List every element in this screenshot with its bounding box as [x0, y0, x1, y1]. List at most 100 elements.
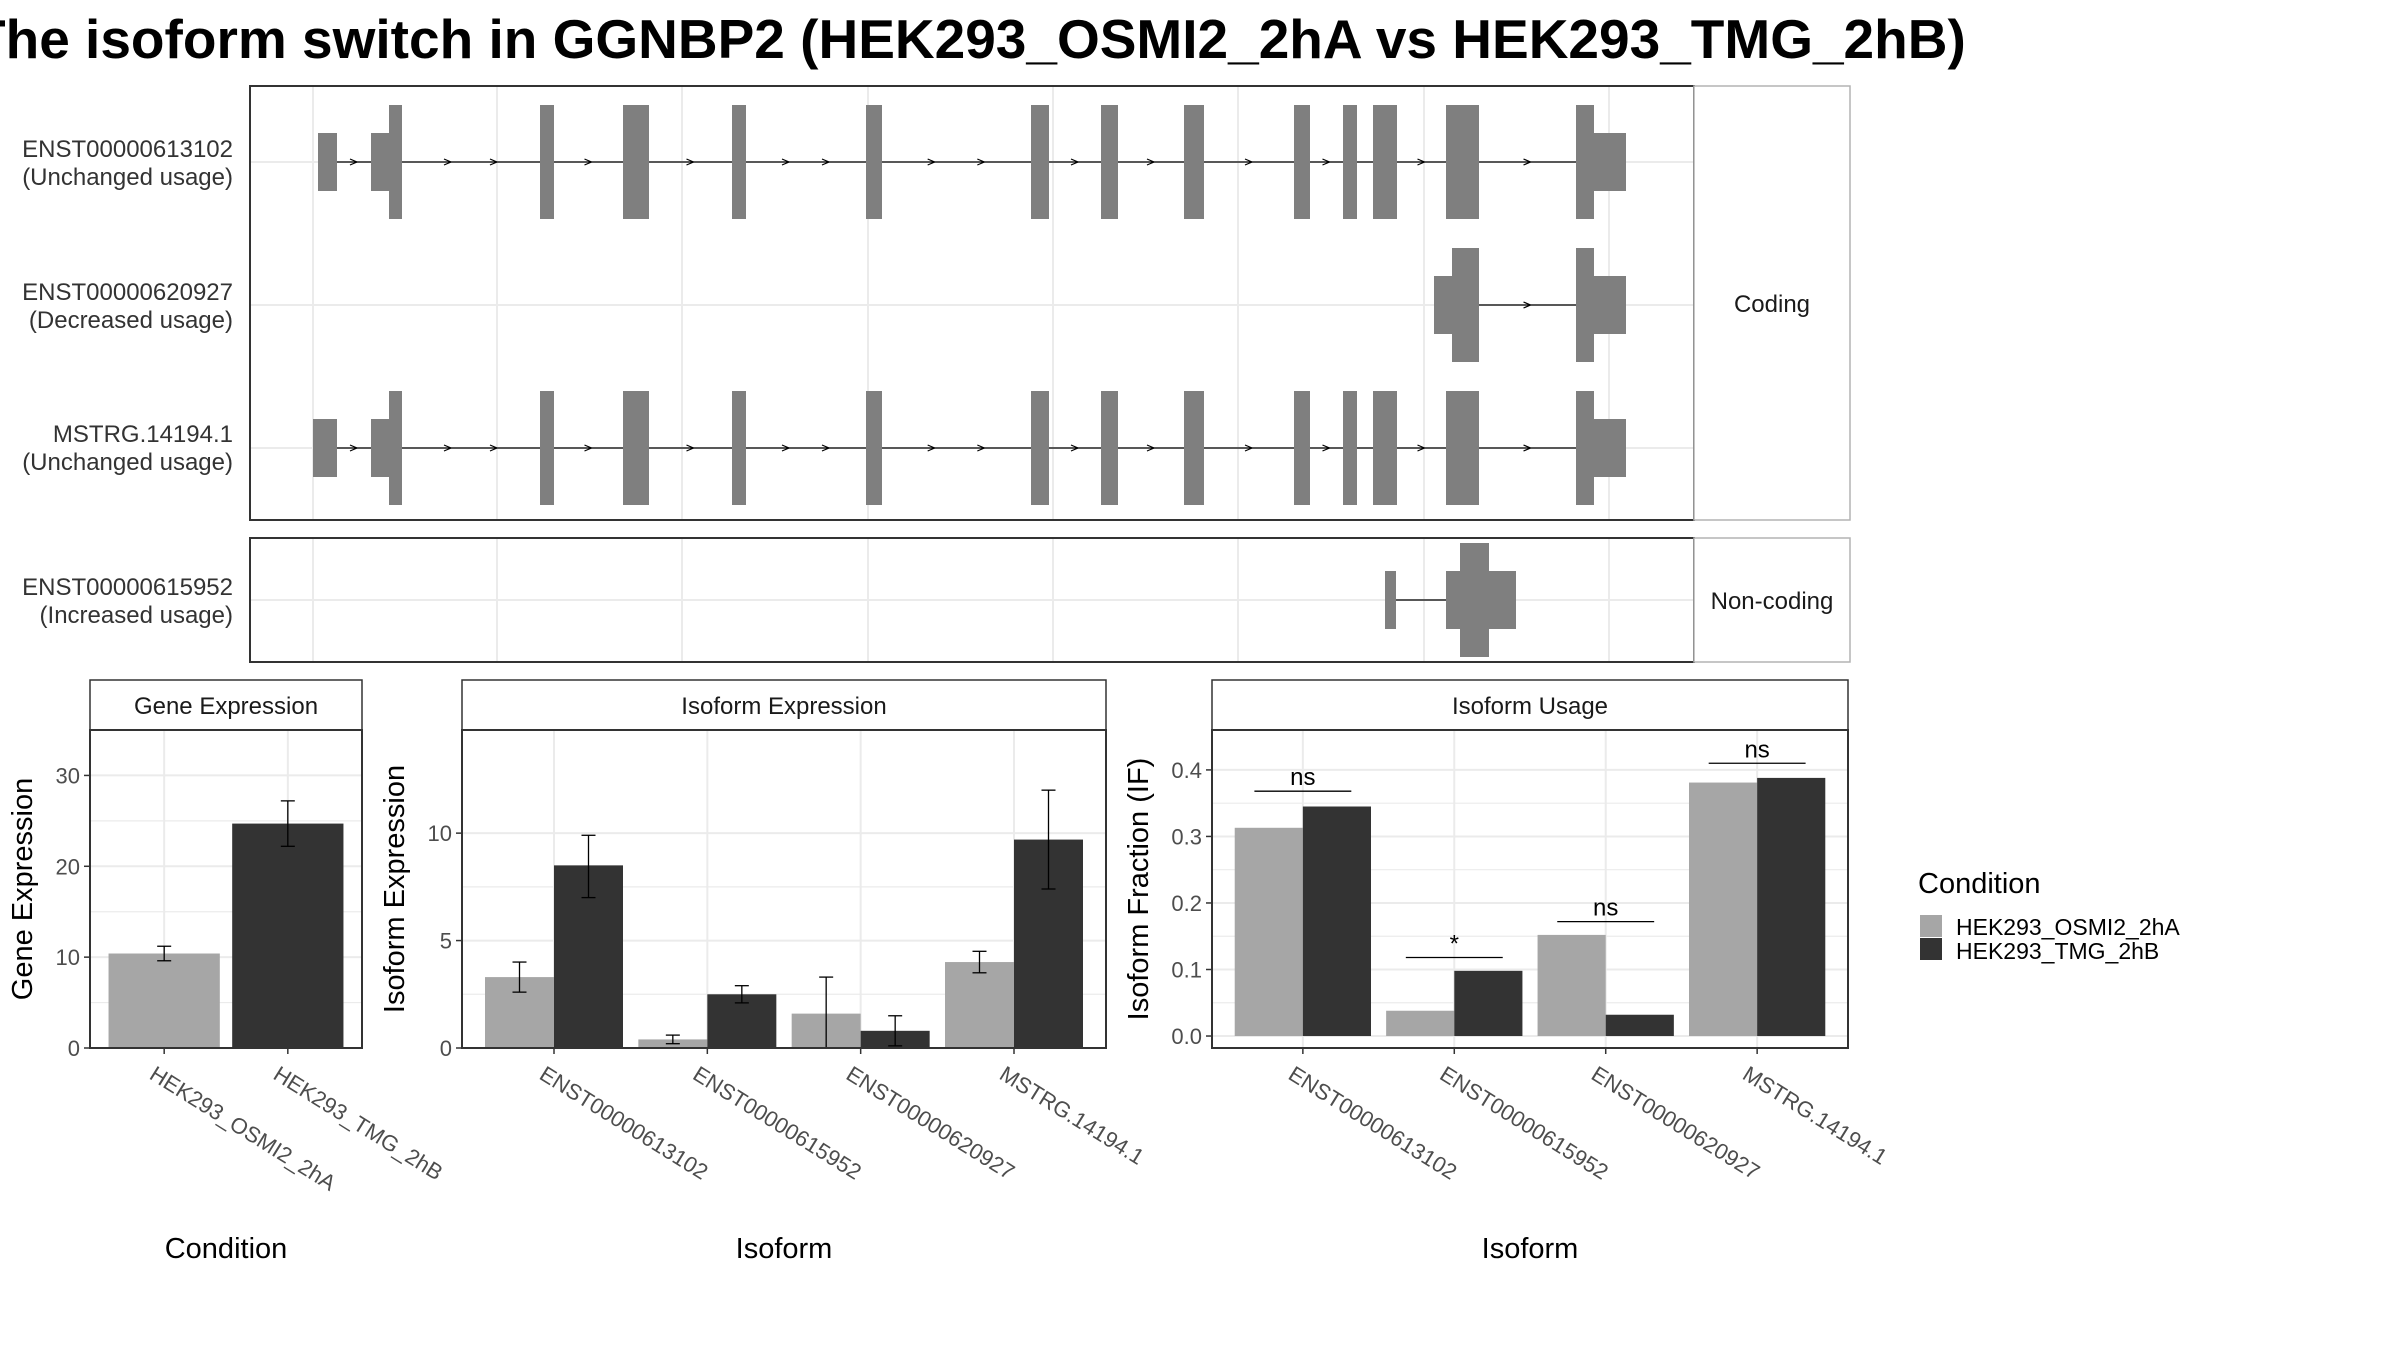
legend-title: Condition	[1918, 868, 2041, 900]
bar	[1605, 1014, 1674, 1037]
y-tick-label: 20	[56, 854, 80, 879]
isoform-usage-xlabel: Isoform	[1482, 1233, 1579, 1265]
utr-exon	[1434, 276, 1452, 334]
transcript-usage-label: (Unchanged usage)	[22, 449, 233, 476]
isoform-usage-plot: ns*nsns0.00.10.20.30.4ENST00000613102ENS…	[1171, 730, 1892, 1185]
strand-arrow	[1070, 444, 1080, 452]
utr-exon	[1594, 133, 1626, 191]
significance-label: *	[1450, 931, 1459, 958]
cds-exon	[540, 391, 554, 505]
strand-arrow	[489, 444, 499, 452]
strand-arrow	[1417, 158, 1427, 166]
transcript-id-label: MSTRG.14194.1	[53, 421, 233, 448]
x-tick-label: ENST00000615952	[689, 1061, 866, 1185]
strand-arrow	[1070, 158, 1080, 166]
strand-arrow	[443, 158, 453, 166]
cds-exon	[1101, 391, 1118, 505]
strand-arrow	[1523, 301, 1533, 309]
coding-transcripts	[313, 105, 1626, 505]
utr-exon	[1594, 276, 1626, 334]
noncoding-transcripts	[1385, 543, 1516, 657]
cds-exon	[866, 391, 882, 505]
cds-exon	[866, 105, 882, 219]
x-tick-label: ENST00000620927	[842, 1061, 1019, 1185]
strand-arrow	[821, 444, 831, 452]
strand-arrow	[781, 158, 791, 166]
transcript-ENST00000620927	[1434, 248, 1626, 362]
isoform-expression-strip-title: Isoform Expression	[681, 693, 886, 720]
isoform-expression-plot: 0 5 10 ENST00000613102ENST00000615952ENST00…	[428, 730, 1149, 1185]
strand-arrow	[1322, 444, 1332, 452]
isoform-expression-border	[461, 729, 1107, 1049]
x-tick-label: ENST00000613102	[1284, 1061, 1461, 1185]
transcript-usage-label: (Decreased usage)	[29, 307, 233, 334]
strand-arrow	[977, 158, 986, 166]
isoform-expression-xlabel: Isoform	[736, 1233, 833, 1265]
x-tick-label: ENST00000615952	[1436, 1061, 1613, 1185]
strand-arrow	[1417, 444, 1427, 452]
cds-exon	[540, 105, 554, 219]
strand-arrow	[1244, 444, 1254, 452]
bar	[108, 953, 220, 1048]
strand-arrow	[1523, 158, 1533, 166]
transcript-ENST00000615952	[1385, 543, 1516, 657]
bar	[1757, 777, 1826, 1037]
isoform-usage-panel: Isoform Usage ns * ns ns 0.0 0.1 0.2 0.3 0.4 ENST…	[1123, 679, 1892, 1265]
strand-arrow	[489, 158, 499, 166]
coding-strip-label: Coding	[1734, 291, 1810, 318]
legend-label-tmg: HEK293_TMG_2hB	[1956, 938, 2159, 964]
cds-exon	[1576, 105, 1594, 219]
strand-arrow	[927, 444, 937, 452]
cds-exon	[1343, 391, 1357, 505]
noncoding-strip-label: Non-coding	[1711, 588, 1834, 615]
y-tick-label: 0.4	[1171, 758, 1202, 783]
y-tick-label: 0.2	[1171, 891, 1202, 916]
y-tick-label: 10	[428, 821, 452, 846]
strand-arrow	[1146, 444, 1156, 452]
utr-exon	[1594, 419, 1626, 477]
cds-exon	[1373, 105, 1397, 219]
y-tick-label: 0.3	[1171, 824, 1202, 849]
y-tick-label: 0.0	[1171, 1024, 1202, 1049]
strand-arrow	[1322, 158, 1332, 166]
utr-exon	[1385, 571, 1396, 629]
isoform-expression-panel: Isoform Expression 0510ENST00000613102EN…	[379, 679, 1149, 1265]
isoform-usage-strip	[1211, 679, 1849, 731]
bar	[1302, 806, 1371, 1037]
gene-expression-strip	[89, 679, 363, 731]
y-tick-label: 30	[56, 763, 80, 788]
strand-arrow	[349, 158, 359, 166]
transcript-MSTRG.14194.1	[313, 391, 1626, 505]
x-tick-label: ENST00000620927	[1587, 1061, 1764, 1185]
cds-exon	[623, 391, 649, 505]
cds-exon	[623, 105, 649, 219]
utr-exon	[1489, 571, 1516, 629]
transcript-id-label: ENST00000615952	[22, 574, 233, 601]
bar	[1234, 827, 1303, 1037]
cds-exon	[1446, 105, 1479, 219]
transcript-structure-area: Coding Non-coding ENST00000613102 (Uncha…	[22, 85, 1851, 663]
strand-arrow	[977, 444, 986, 452]
cds-exon	[732, 391, 746, 505]
isoform-expression-ylabel: Isoform Expression	[379, 765, 411, 1013]
utr-exon	[371, 133, 389, 191]
gene-expression-ylabel: Gene Expression	[7, 778, 39, 1000]
y-tick-label: 0.1	[1171, 957, 1202, 982]
cds-exon	[1576, 391, 1594, 505]
transcript-id-label: ENST00000620927	[22, 279, 233, 306]
gene-expression-panel: Gene Expression 0102030HEK293_OSMI2_2hAH…	[7, 679, 447, 1265]
transcript-usage-label: (Increased usage)	[40, 602, 233, 629]
bar	[1689, 782, 1758, 1037]
utr-exon	[371, 419, 389, 477]
cds-exon	[389, 105, 402, 219]
strand-arrow	[781, 444, 791, 452]
strand-arrow	[349, 444, 359, 452]
cds-exon	[1184, 105, 1204, 219]
figure-title: The isoform switch in GGNBP2 (HEK293_OSM…	[0, 8, 1966, 70]
significance-label: ns	[1744, 736, 1769, 763]
significance-label: ns	[1593, 895, 1618, 922]
noncoding-strip	[1693, 537, 1851, 663]
isoform-usage-strip-title: Isoform Usage	[1452, 693, 1608, 720]
utr-exon	[313, 419, 337, 477]
